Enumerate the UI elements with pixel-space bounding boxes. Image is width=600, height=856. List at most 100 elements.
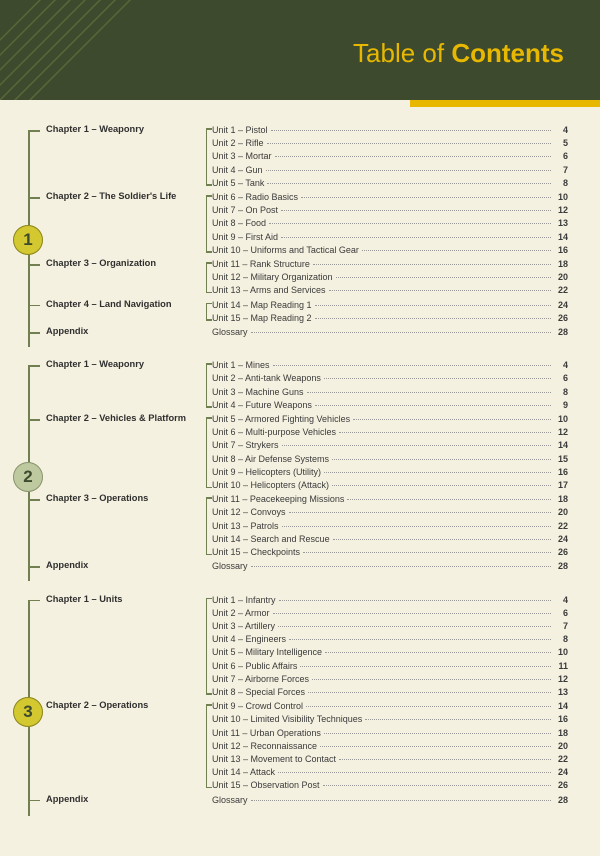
unit-row: Unit 11 – Peacekeeping Missions 18 [212, 493, 568, 506]
unit-name: Unit 8 – Special Forces [212, 686, 305, 699]
units-container: Unit 1 – Pistol 4Unit 2 – Rifle 5Unit 3 … [212, 124, 568, 190]
unit-page: 13 [554, 217, 568, 230]
chapter-group: Chapter 3 – OperationsUnit 11 – Peacekee… [42, 493, 568, 559]
units-container: Glossary 28 [212, 326, 568, 339]
unit-page: 12 [554, 204, 568, 217]
chapter-group: Chapter 2 – OperationsUnit 9 – Crowd Con… [42, 700, 568, 792]
unit-row: Glossary 28 [212, 326, 568, 339]
leader-dots [332, 459, 551, 460]
leader-dots [353, 419, 551, 420]
chapter-tick [28, 600, 40, 602]
unit-name: Glossary [212, 326, 248, 339]
leader-dots [271, 130, 551, 131]
leader-dots [362, 250, 551, 251]
leader-dots [325, 652, 551, 653]
unit-page: 6 [554, 372, 568, 385]
unit-name: Unit 9 – Crowd Control [212, 700, 303, 713]
leader-dots [324, 472, 551, 473]
units-container: Unit 6 – Radio Basics 10Unit 7 – On Post… [212, 191, 568, 257]
chapter-group: Chapter 1 – WeaponryUnit 1 – Pistol 4Uni… [42, 124, 568, 190]
unit-name: Unit 8 – Food [212, 217, 266, 230]
page-header: Table of Contents [0, 0, 600, 100]
unit-name: Unit 13 – Movement to Contact [212, 753, 336, 766]
unit-row: Unit 3 – Artillery 7 [212, 620, 568, 633]
leader-dots [315, 405, 551, 406]
unit-name: Unit 12 – Convoys [212, 506, 286, 519]
unit-row: Unit 13 – Patrols 22 [212, 520, 568, 533]
unit-row: Unit 12 – Military Organization 20 [212, 271, 568, 284]
leader-dots [273, 365, 551, 366]
leader-dots [306, 706, 551, 707]
chapter-label: Appendix [42, 794, 212, 807]
unit-page: 8 [554, 386, 568, 399]
leader-dots [332, 485, 551, 486]
unit-row: Unit 1 – Mines 4 [212, 359, 568, 372]
unit-row: Unit 13 – Movement to Contact 22 [212, 753, 568, 766]
unit-name: Unit 11 – Urban Operations [212, 727, 321, 740]
leader-dots [267, 143, 551, 144]
unit-name: Unit 6 – Radio Basics [212, 191, 298, 204]
leader-dots [315, 305, 551, 306]
unit-page: 22 [554, 520, 568, 533]
leader-dots [251, 566, 551, 567]
unit-name: Unit 11 – Peacekeeping Missions [212, 493, 344, 506]
unit-row: Unit 3 – Machine Guns 8 [212, 386, 568, 399]
unit-page: 7 [554, 164, 568, 177]
unit-page: 24 [554, 299, 568, 312]
unit-page: 22 [554, 284, 568, 297]
bracket-line [206, 303, 211, 321]
unit-page: 12 [554, 673, 568, 686]
leader-dots [339, 432, 551, 433]
unit-row: Unit 3 – Mortar 6 [212, 150, 568, 163]
unit-name: Unit 3 – Mortar [212, 150, 272, 163]
bracket-line [206, 262, 211, 293]
unit-row: Unit 6 – Radio Basics 10 [212, 191, 568, 204]
unit-page: 24 [554, 533, 568, 546]
unit-name: Unit 4 – Gun [212, 164, 263, 177]
unit-page: 15 [554, 453, 568, 466]
unit-name: Unit 7 – On Post [212, 204, 278, 217]
unit-row: Unit 15 – Checkpoints 26 [212, 546, 568, 559]
bracket-line [206, 598, 211, 695]
unit-name: Unit 8 – Air Defense Systems [212, 453, 329, 466]
unit-name: Unit 1 – Mines [212, 359, 270, 372]
unit-page: 20 [554, 740, 568, 753]
unit-row: Unit 14 – Map Reading 1 24 [212, 299, 568, 312]
units-container: Unit 11 – Peacekeeping Missions 18Unit 1… [212, 493, 568, 559]
leader-dots [281, 210, 551, 211]
unit-row: Unit 11 – Urban Operations 18 [212, 727, 568, 740]
unit-name: Unit 15 – Observation Post [212, 779, 320, 792]
unit-page: 6 [554, 150, 568, 163]
unit-name: Unit 12 – Reconnaissance [212, 740, 317, 753]
bracket-line [206, 704, 211, 788]
unit-name: Unit 10 – Uniforms and Tactical Gear [212, 244, 359, 257]
unit-row: Unit 5 – Military Intelligence 10 [212, 646, 568, 659]
unit-page: 18 [554, 493, 568, 506]
bracket-line [206, 195, 211, 253]
leader-dots [339, 759, 551, 760]
unit-page: 14 [554, 700, 568, 713]
unit-name: Unit 14 – Attack [212, 766, 275, 779]
unit-name: Unit 2 – Armor [212, 607, 270, 620]
leader-dots [307, 392, 551, 393]
unit-page: 26 [554, 546, 568, 559]
chapter-group: AppendixGlossary 28 [42, 326, 568, 339]
unit-page: 17 [554, 479, 568, 492]
leader-dots [279, 600, 551, 601]
unit-name: Unit 12 – Military Organization [212, 271, 333, 284]
unit-name: Unit 7 – Airborne Forces [212, 673, 309, 686]
chapter-group: Chapter 2 – Vehicles & PlatformUnit 5 – … [42, 413, 568, 492]
leader-dots [275, 156, 551, 157]
leader-dots [289, 639, 551, 640]
unit-name: Unit 9 – Helicopters (Utility) [212, 466, 321, 479]
unit-row: Unit 2 – Rifle 5 [212, 137, 568, 150]
leader-dots [313, 264, 551, 265]
unit-row: Unit 7 – On Post 12 [212, 204, 568, 217]
bracket-line [206, 497, 211, 555]
unit-page: 7 [554, 620, 568, 633]
chapter-group: AppendixGlossary 28 [42, 560, 568, 573]
unit-page: 5 [554, 137, 568, 150]
leader-dots [324, 378, 551, 379]
unit-name: Unit 5 – Armored Fighting Vehicles [212, 413, 350, 426]
leader-dots [281, 237, 551, 238]
